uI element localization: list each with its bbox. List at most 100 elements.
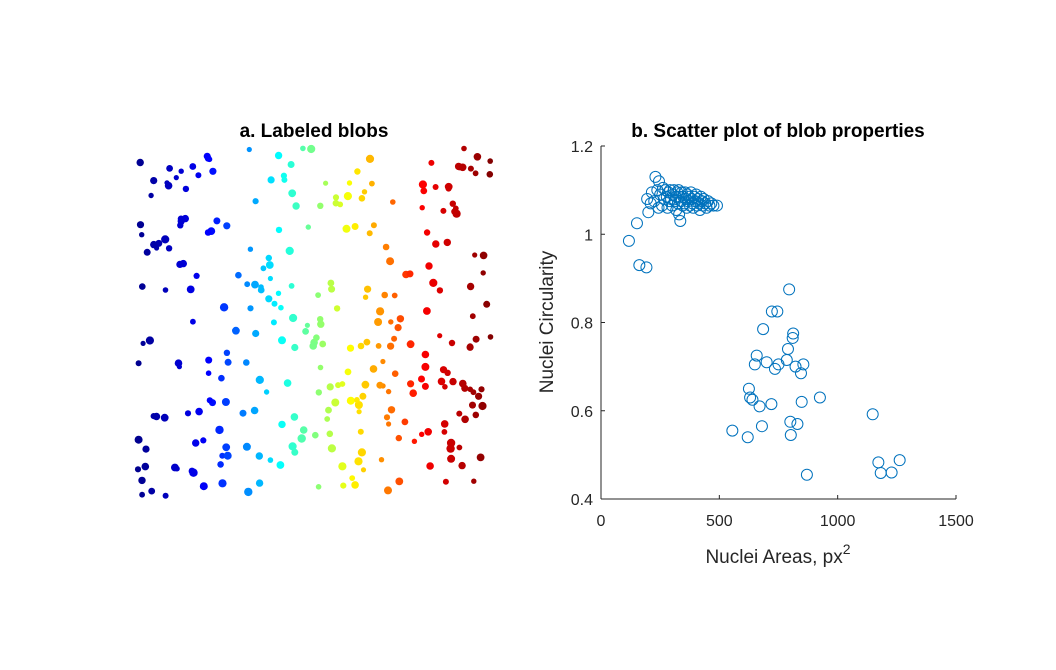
scatter-point	[760, 356, 773, 369]
blob	[343, 192, 352, 201]
blob	[475, 392, 483, 400]
blob	[328, 285, 336, 293]
blob	[486, 171, 494, 178]
blob	[275, 226, 283, 234]
blob	[192, 439, 200, 447]
blob	[441, 429, 448, 435]
scatter-point	[795, 395, 808, 408]
blob	[134, 466, 142, 473]
blob	[448, 339, 456, 347]
blob	[443, 238, 451, 247]
blob	[189, 468, 198, 477]
blob	[338, 462, 347, 471]
blob	[440, 207, 447, 214]
blob	[346, 180, 353, 186]
blob	[145, 336, 154, 345]
blob	[205, 356, 213, 364]
blob	[184, 410, 192, 417]
blob	[244, 281, 251, 288]
blob	[458, 163, 467, 172]
blob	[319, 340, 327, 348]
blob	[260, 265, 267, 272]
blob	[461, 415, 469, 424]
blob	[354, 401, 363, 409]
blob	[407, 380, 415, 388]
scatter-point	[645, 186, 658, 199]
blob	[456, 410, 463, 417]
blob	[370, 222, 377, 229]
scatter-point	[874, 466, 887, 479]
blob	[387, 342, 395, 350]
blob	[375, 343, 382, 349]
blob	[164, 180, 170, 186]
blob	[213, 217, 221, 225]
scatter-point	[741, 431, 754, 444]
blob	[469, 313, 476, 320]
blob	[479, 251, 488, 260]
blob	[265, 254, 272, 262]
blob	[386, 421, 392, 427]
scatter-point	[695, 195, 708, 208]
blob	[365, 154, 375, 163]
blob	[469, 401, 476, 409]
blob	[276, 461, 285, 469]
x-axis-label: Nuclei Areas, px2	[705, 541, 850, 568]
blob	[395, 434, 402, 442]
blob	[339, 381, 346, 387]
blob	[218, 374, 225, 382]
blob	[143, 248, 151, 256]
blob	[173, 175, 179, 181]
blob	[445, 185, 452, 192]
scatter-point	[649, 170, 662, 183]
blob	[483, 300, 491, 308]
blob	[141, 462, 150, 471]
blob	[369, 180, 375, 187]
blob	[255, 375, 264, 384]
blob	[182, 185, 190, 193]
blob	[251, 280, 259, 289]
blob	[317, 320, 325, 328]
blob	[472, 170, 479, 177]
blob	[283, 379, 292, 387]
blob	[446, 438, 456, 448]
y-tick-label: 0.8	[571, 316, 593, 333]
blob	[265, 261, 274, 269]
blob	[458, 461, 466, 470]
blob	[232, 326, 240, 335]
blob	[302, 328, 309, 335]
blob	[271, 300, 278, 307]
blob	[217, 461, 224, 468]
scatter-point	[726, 424, 739, 437]
blob	[315, 389, 322, 396]
blob	[267, 176, 275, 184]
blob	[148, 487, 156, 495]
blob	[332, 199, 340, 207]
blob	[292, 202, 300, 210]
blob	[136, 158, 144, 167]
blob	[376, 307, 385, 316]
blob	[442, 384, 448, 390]
scatter-point	[791, 417, 804, 430]
blob	[258, 284, 264, 290]
blob	[391, 335, 398, 342]
blob	[478, 386, 485, 393]
blob	[363, 338, 371, 346]
blob	[304, 322, 310, 328]
blob	[289, 313, 298, 323]
blob	[420, 187, 428, 195]
blob	[288, 442, 297, 451]
scatter-point	[866, 408, 879, 421]
blob	[323, 180, 329, 186]
blob	[199, 482, 208, 491]
blob	[252, 198, 259, 205]
blob	[177, 215, 185, 223]
scatter-point	[783, 283, 796, 296]
blob	[326, 383, 334, 391]
panel-b-title: b. Scatter plot of blob properties	[631, 121, 924, 142]
blob	[263, 389, 270, 395]
blob	[327, 444, 336, 453]
blob	[313, 334, 320, 342]
blob	[461, 145, 467, 152]
scatter-point	[771, 305, 784, 318]
